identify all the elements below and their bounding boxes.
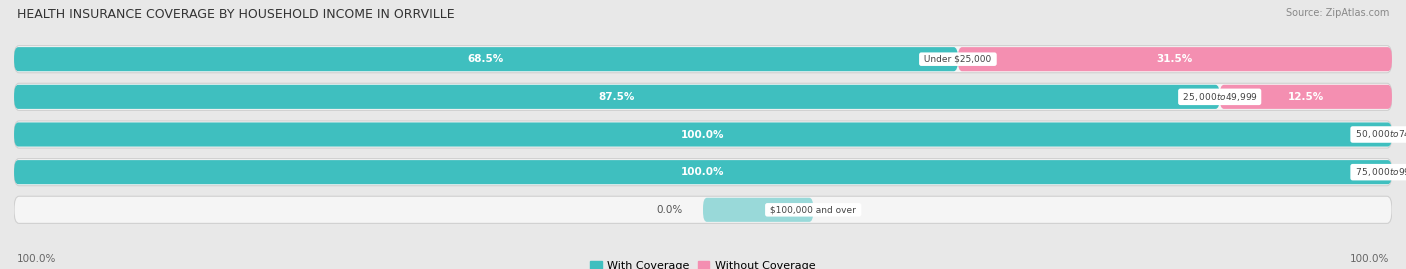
Text: Source: ZipAtlas.com: Source: ZipAtlas.com bbox=[1285, 8, 1389, 18]
FancyBboxPatch shape bbox=[14, 46, 1392, 73]
FancyBboxPatch shape bbox=[14, 121, 1392, 148]
FancyBboxPatch shape bbox=[14, 159, 1392, 186]
FancyBboxPatch shape bbox=[14, 83, 1392, 110]
FancyBboxPatch shape bbox=[1392, 160, 1406, 184]
Text: 0.0%: 0.0% bbox=[657, 205, 682, 215]
Text: $75,000 to $99,999: $75,000 to $99,999 bbox=[1353, 166, 1406, 178]
Text: $50,000 to $74,999: $50,000 to $74,999 bbox=[1353, 129, 1406, 140]
Text: 100.0%: 100.0% bbox=[17, 254, 56, 264]
Text: 68.5%: 68.5% bbox=[468, 54, 505, 64]
Text: 12.5%: 12.5% bbox=[1288, 92, 1324, 102]
FancyBboxPatch shape bbox=[14, 196, 1392, 223]
Text: $25,000 to $49,999: $25,000 to $49,999 bbox=[1181, 91, 1258, 103]
FancyBboxPatch shape bbox=[14, 85, 1220, 109]
FancyBboxPatch shape bbox=[703, 198, 813, 222]
FancyBboxPatch shape bbox=[1220, 85, 1392, 109]
Text: HEALTH INSURANCE COVERAGE BY HOUSEHOLD INCOME IN ORRVILLE: HEALTH INSURANCE COVERAGE BY HOUSEHOLD I… bbox=[17, 8, 454, 21]
Text: 100.0%: 100.0% bbox=[682, 167, 724, 177]
FancyBboxPatch shape bbox=[14, 122, 1392, 147]
Text: Under $25,000: Under $25,000 bbox=[921, 55, 994, 64]
FancyBboxPatch shape bbox=[14, 160, 1392, 184]
Text: $100,000 and over: $100,000 and over bbox=[768, 205, 859, 214]
Legend: With Coverage, Without Coverage: With Coverage, Without Coverage bbox=[586, 256, 820, 269]
Text: 100.0%: 100.0% bbox=[682, 129, 724, 140]
Text: 100.0%: 100.0% bbox=[1350, 254, 1389, 264]
Text: 87.5%: 87.5% bbox=[599, 92, 636, 102]
FancyBboxPatch shape bbox=[957, 47, 1392, 71]
FancyBboxPatch shape bbox=[1392, 122, 1406, 147]
Text: 31.5%: 31.5% bbox=[1157, 54, 1194, 64]
FancyBboxPatch shape bbox=[14, 47, 957, 71]
